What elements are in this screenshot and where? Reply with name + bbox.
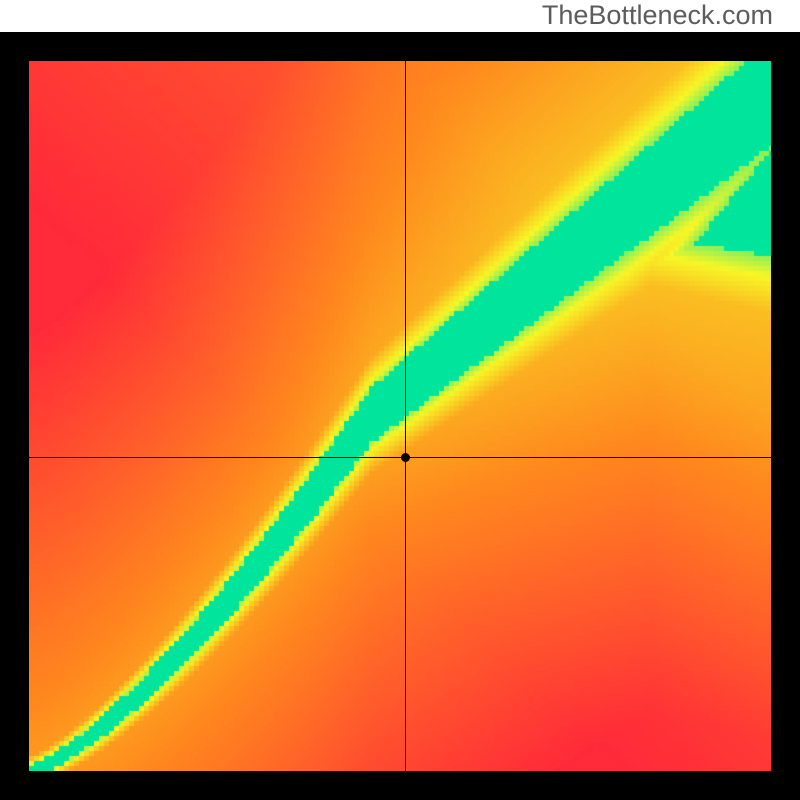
chart-frame [0, 32, 800, 800]
heatmap-plot [29, 61, 771, 771]
chart-container: { "watermark": { "text": "TheBottleneck.… [0, 0, 800, 800]
crosshair-horizontal [29, 457, 771, 458]
watermark-text: TheBottleneck.com [542, 0, 773, 31]
heatmap-canvas [29, 61, 771, 771]
crosshair-vertical [405, 61, 406, 771]
